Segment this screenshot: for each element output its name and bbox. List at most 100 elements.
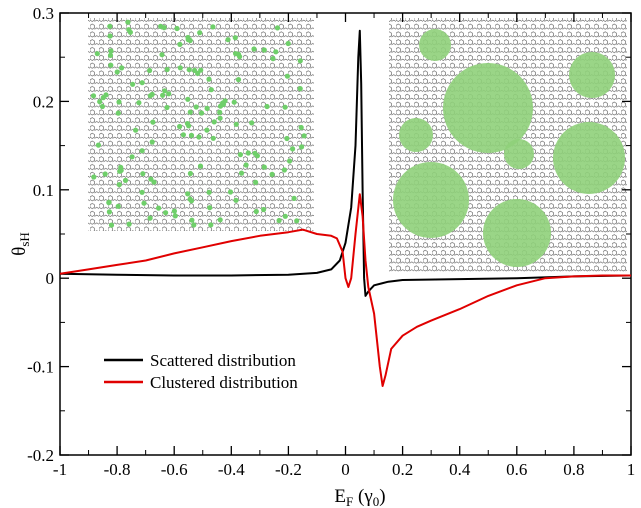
series-line-scattered xyxy=(60,29,631,297)
inset-dot xyxy=(116,99,122,105)
inset-dot xyxy=(185,37,191,43)
inset-dot xyxy=(177,123,183,130)
inset-dot xyxy=(139,148,145,154)
inset-cluster xyxy=(399,118,433,152)
inset-dot xyxy=(261,164,267,170)
inset-dot xyxy=(210,135,216,141)
inset-dot xyxy=(195,70,201,76)
x-axis-title: EF (γ0) xyxy=(334,486,385,508)
inset-dot xyxy=(147,215,153,221)
x-tick-label: -0.2 xyxy=(275,460,302,479)
inset-dot xyxy=(249,120,255,126)
x-tick-label: 0.4 xyxy=(449,460,471,479)
inset-cluster xyxy=(553,122,625,194)
inset-dot xyxy=(253,179,259,185)
inset-dot xyxy=(294,218,300,224)
inset-dot xyxy=(253,208,259,215)
inset-dot xyxy=(204,105,210,111)
inset-dot xyxy=(99,103,105,110)
inset-dot xyxy=(197,30,203,36)
inset-dot xyxy=(126,27,132,33)
inset-dot xyxy=(126,221,132,227)
inset-dot xyxy=(125,19,131,25)
inset-dot xyxy=(287,158,293,164)
inset-dot xyxy=(115,110,121,116)
inset-dot xyxy=(193,104,199,110)
inset-dot xyxy=(187,196,193,202)
inset-dot xyxy=(299,144,305,150)
inset-dot xyxy=(235,77,242,83)
inset-cluster xyxy=(504,139,534,169)
inset-dot xyxy=(185,96,191,102)
x-tick-label: -1 xyxy=(53,460,67,479)
inset-dot xyxy=(162,88,168,94)
inset-dot xyxy=(95,142,101,148)
inset-dot xyxy=(233,51,239,57)
x-tick-label: 0.8 xyxy=(563,460,584,479)
inset-dot xyxy=(291,195,297,201)
inset-dot xyxy=(245,150,251,156)
inset-dot xyxy=(130,81,136,87)
inset-dot xyxy=(204,127,210,133)
inset-dot xyxy=(129,154,135,160)
inset-dot xyxy=(222,98,228,104)
inset-dot xyxy=(108,48,114,54)
inset-dot xyxy=(148,176,154,182)
inset-dot xyxy=(164,104,170,111)
inset-dot xyxy=(133,127,139,133)
inset-dot xyxy=(264,103,270,110)
inset-dot xyxy=(166,91,172,97)
inset-dot xyxy=(252,150,258,156)
inset-dot xyxy=(208,87,214,93)
inset-dot xyxy=(100,95,106,101)
y-tick-label: -0.2 xyxy=(27,446,54,465)
inset-dot xyxy=(237,152,243,158)
inset-dot xyxy=(274,25,281,31)
inset-dot xyxy=(197,163,204,169)
inset-dot xyxy=(114,69,120,75)
inset-dot xyxy=(207,205,213,211)
inset-dot xyxy=(187,170,193,177)
inset-dot xyxy=(116,182,122,188)
legend-label-scattered: Scattered distribution xyxy=(150,351,296,370)
inset-dot xyxy=(107,52,114,59)
x-tick-label: 0.2 xyxy=(392,460,413,479)
inset-dot xyxy=(243,162,249,168)
inset-dot xyxy=(90,93,97,99)
inset-dot xyxy=(196,134,202,140)
legend-label-clustered: Clustered distribution xyxy=(150,373,298,392)
inset-dot xyxy=(172,213,178,219)
inset-dot xyxy=(227,189,234,195)
inset-dot xyxy=(102,171,108,177)
x-tick-label: 0.6 xyxy=(506,460,527,479)
inset-dot xyxy=(285,40,291,47)
inset-cluster xyxy=(443,63,533,153)
inset-dot xyxy=(147,67,153,74)
inset-clustered-blobs xyxy=(393,29,625,267)
inset-dot xyxy=(269,171,275,177)
x-tick-label: 1 xyxy=(627,460,636,479)
inset-dot xyxy=(270,56,276,62)
inset-dot xyxy=(186,67,192,73)
inset-dot xyxy=(191,222,197,228)
inset-dot xyxy=(159,52,165,58)
inset-dot xyxy=(94,51,100,57)
inset-dot xyxy=(284,135,290,142)
inset-dot xyxy=(161,25,167,31)
series-line-clustered xyxy=(60,193,631,387)
inset-dot xyxy=(185,191,191,197)
inset-dot xyxy=(233,121,239,127)
inset-dot xyxy=(297,58,303,64)
inset-dot xyxy=(106,209,112,215)
inset-clustered xyxy=(389,18,627,272)
inset-cluster xyxy=(569,52,615,98)
inset-dot xyxy=(282,213,288,219)
inset-dot xyxy=(141,200,147,206)
legend: Scattered distribution Clustered distrib… xyxy=(104,351,298,392)
inset-dot xyxy=(217,217,223,223)
ticks-group: -1 -0.8 -0.6 -0.4 -0.2 0 0.2 0.4 0.6 0.8 1 -0.2 -0.1… xyxy=(27,4,635,479)
inset-dot xyxy=(115,203,121,209)
inset-dot xyxy=(119,65,125,71)
inset-dot xyxy=(177,41,183,48)
